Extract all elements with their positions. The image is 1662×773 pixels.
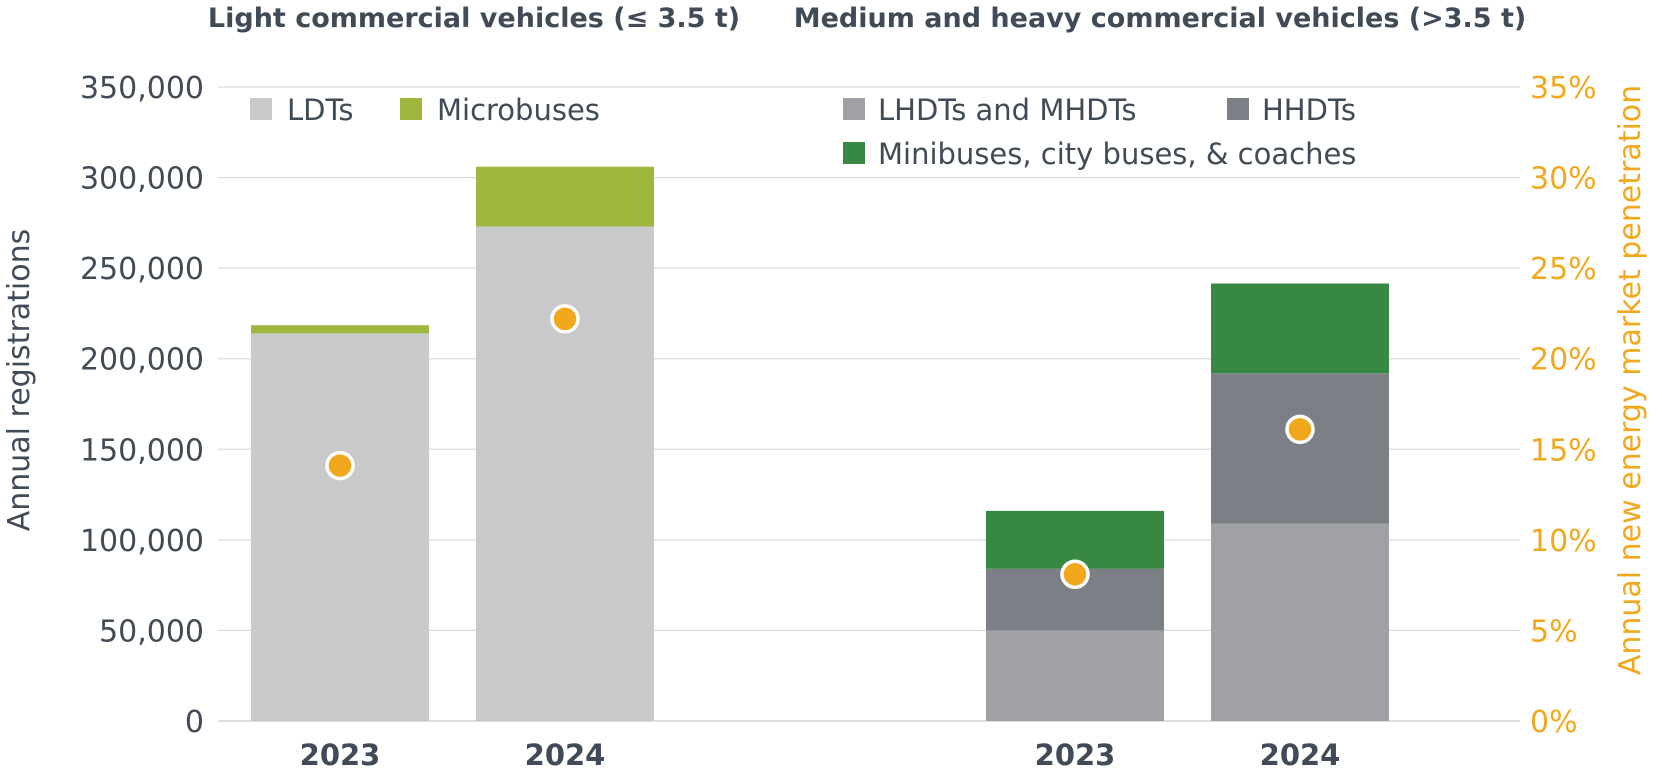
legend-swatch-hhdts [1227, 98, 1249, 120]
bar-segment-microbuses-2024 [476, 166, 654, 227]
y-tick-label: 50,000 [99, 614, 204, 649]
legend-swatch-lhdts-mhdts [843, 98, 865, 120]
penetration-markers [325, 304, 1315, 590]
legend-label-hhdts: HHDTs [1262, 93, 1356, 127]
bar-segment-microbuses-2023 [251, 325, 429, 334]
x-category-label: 2023 [300, 738, 381, 772]
bar-segment-minibuses-city-buses-coaches-2023 [986, 510, 1164, 569]
bar-segment-lhdts-and-mhdts-2024 [1211, 523, 1389, 721]
panel-title-heavy: Medium and heavy commercial vehicles (>3… [794, 3, 1527, 34]
x-category-label: 2024 [1260, 738, 1341, 772]
y-tick-label: 150,000 [80, 433, 204, 468]
penetration-point-2023 [1060, 559, 1090, 590]
bar-segment-minibuses-city-buses-coaches-2024 [1211, 283, 1389, 374]
penetration-point-2024 [1285, 414, 1315, 445]
y2-tick-label: 25% [1530, 252, 1597, 287]
gridlines [218, 86, 1520, 722]
y2-tick-label: 0% [1530, 705, 1578, 740]
legend-label-ldts: LDTs [287, 93, 354, 127]
x-category-label: 2024 [525, 738, 606, 772]
legend-swatch-buses [843, 142, 865, 164]
panel-title-light: Light commercial vehicles (≤ 3.5 t) [208, 3, 740, 34]
y2-tick-label: 10% [1530, 524, 1597, 559]
bar-segment-lhdts-and-mhdts-2023 [986, 630, 1164, 721]
legend-heavy: LHDTs and MHDTs HHDTs Minibuses, city bu… [843, 93, 1356, 171]
y-tick-label: 250,000 [80, 252, 204, 287]
penetration-point-2023 [325, 450, 355, 481]
y-tick-label: 200,000 [80, 343, 204, 378]
legend-label-buses: Minibuses, city buses, & coaches [878, 137, 1356, 171]
legend-swatch-microbuses [400, 98, 422, 120]
y2-tick-label: 30% [1530, 162, 1597, 197]
y2-axis-title: Annual new energy market penetration [1613, 85, 1648, 675]
legend-swatch-ldts [250, 98, 272, 120]
y2-tick-label: 20% [1530, 343, 1597, 378]
legend-label-microbuses: Microbuses [437, 93, 600, 127]
bar-segment-hhdts-2024 [1211, 373, 1389, 524]
y2-tick-label: 15% [1530, 433, 1597, 468]
legend-label-lhdts-mhdts: LHDTs and MHDTs [878, 93, 1137, 127]
y2-tick-label: 5% [1530, 614, 1578, 649]
bar-segment-ldts-2023 [251, 333, 429, 721]
penetration-point-2024 [550, 304, 580, 334]
y2-tick-label: 35% [1530, 71, 1597, 106]
y-tick-label: 0 [185, 705, 204, 740]
y-tick-label: 100,000 [80, 524, 204, 559]
bars [251, 166, 1389, 722]
y-axis-title: Annual registrations [2, 229, 37, 532]
tick-labels: 0 0% 50,000 5% 100,000 10% 150,000 15% 200,000 20… [80, 71, 1597, 772]
legend-light: LDTs Microbuses [250, 93, 600, 127]
bar-segment-ldts-2024 [476, 226, 654, 722]
y-tick-label: 350,000 [80, 71, 204, 106]
x-category-label: 2023 [1035, 738, 1116, 772]
y-tick-label: 300,000 [80, 162, 204, 197]
